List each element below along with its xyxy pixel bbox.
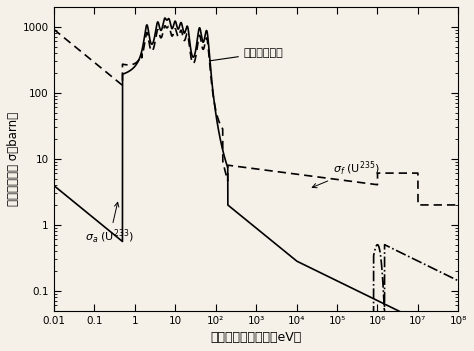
Text: $\sigma_f$ (U$^{235}$): $\sigma_f$ (U$^{235}$)	[312, 160, 380, 188]
Text: $\sigma_a$ (U$^{233}$): $\sigma_a$ (U$^{233}$)	[85, 202, 134, 246]
Text: $\sigma_f$ (U$^{238}$): $\sigma_f$ (U$^{238}$)	[0, 350, 1, 351]
X-axis label: 中性子エネルギー［eV］: 中性子エネルギー［eV］	[210, 331, 301, 344]
Text: 共鳴吸収の山: 共鳴吸収の山	[210, 48, 283, 61]
Y-axis label: ミクロ断面積 σ［barn］: ミクロ断面積 σ［barn］	[7, 112, 20, 206]
